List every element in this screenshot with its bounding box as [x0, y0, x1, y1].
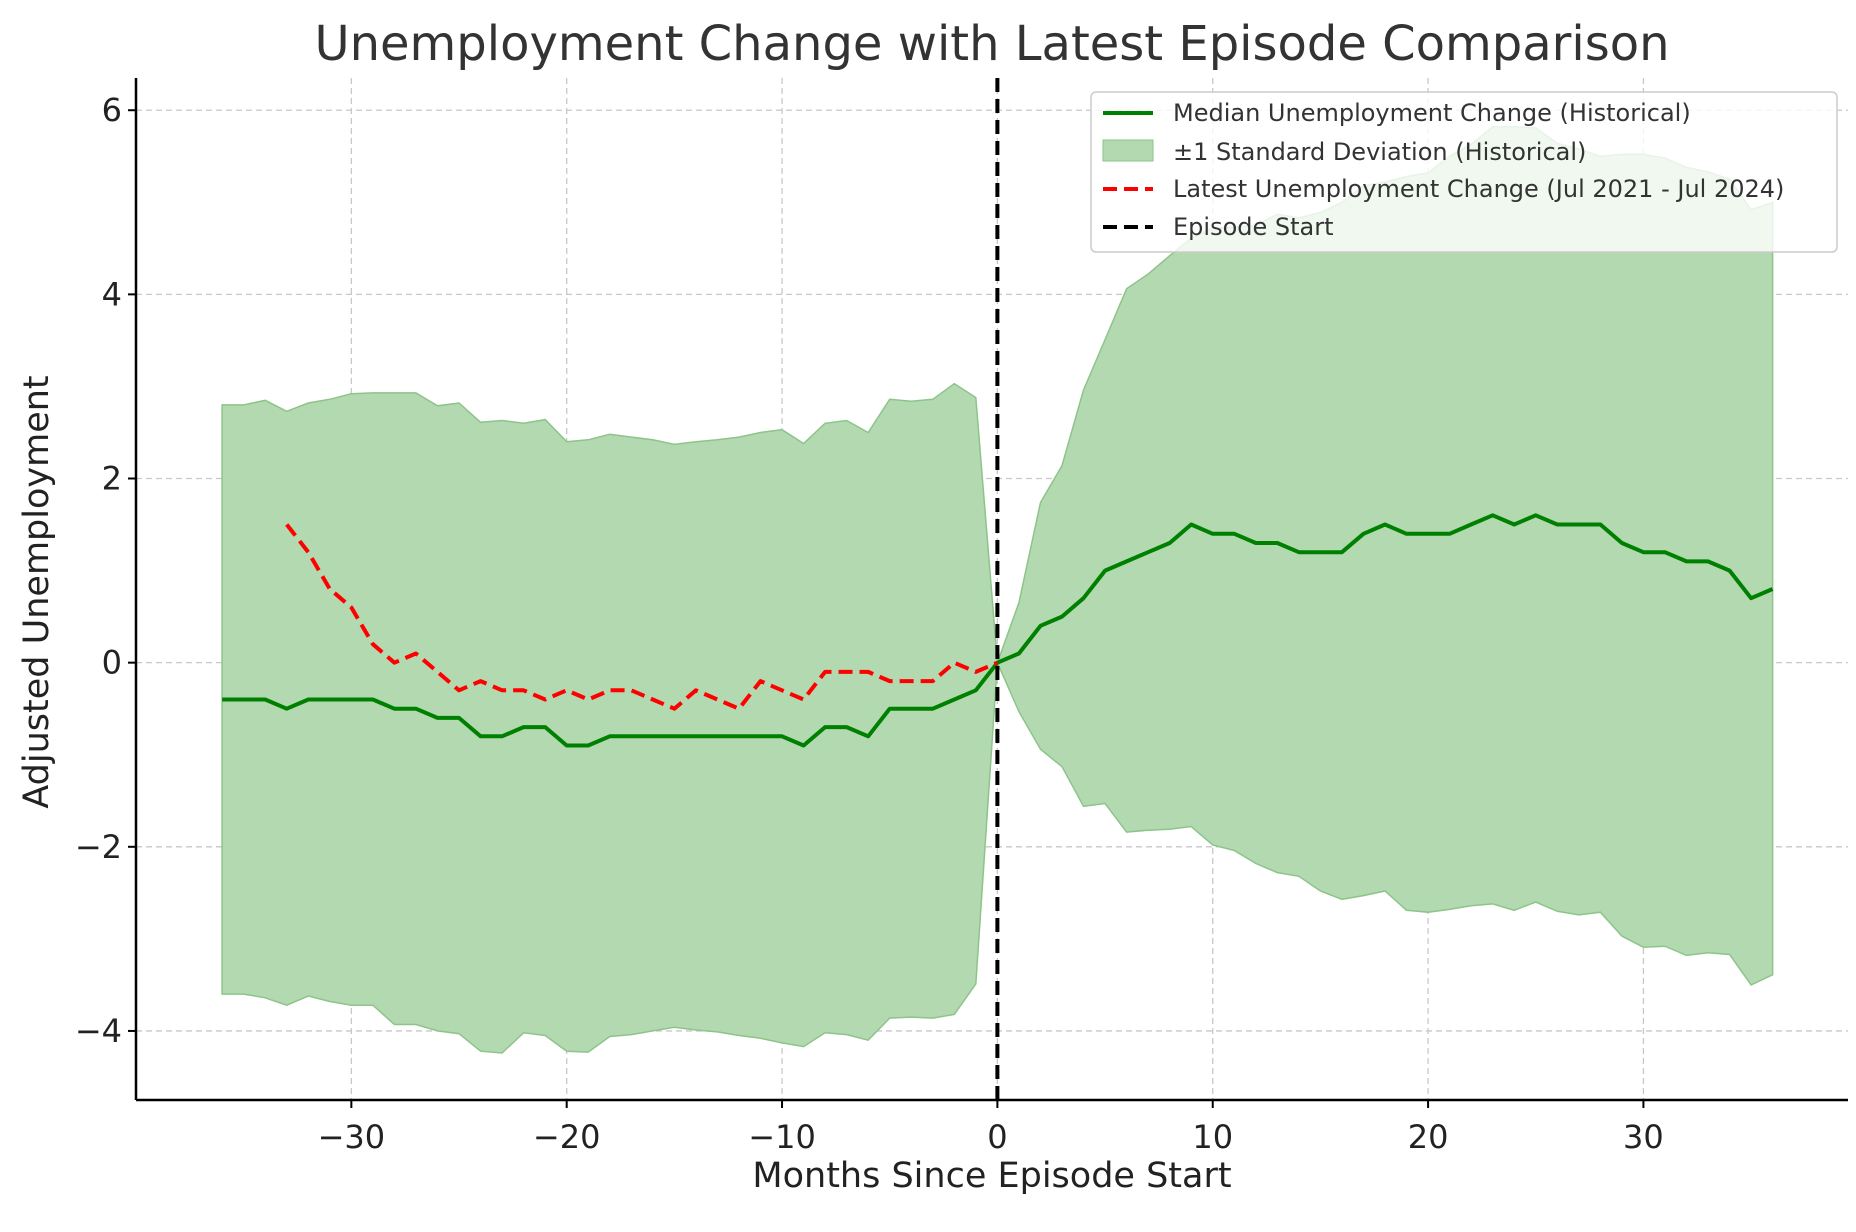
chart-title: Unemployment Change with Latest Episode …	[314, 16, 1669, 72]
x-tick-label-3: 0	[987, 1118, 1007, 1156]
legend-label-latest: Latest Unemployment Change (Jul 2021 - J…	[1173, 175, 1784, 203]
std-dev-band	[221, 126, 1774, 1054]
x-axis-title: Months Since Episode Start	[752, 1156, 1231, 1196]
latest-line	[285, 523, 999, 711]
x-tick-label-1: −20	[533, 1118, 601, 1156]
y-tick-label-1: −2	[75, 828, 122, 866]
legend: Median Unemployment Change (Historical) …	[1090, 91, 1838, 253]
legend-frame	[1090, 91, 1838, 253]
y-tick-label-5: 6	[102, 91, 122, 129]
y-tick-label-4: 4	[102, 275, 122, 313]
y-tick-label-3: 2	[102, 460, 122, 498]
axes	[128, 78, 1848, 1108]
x-tick-label-0: −30	[318, 1118, 386, 1156]
x-tick-label-2: −10	[748, 1118, 816, 1156]
band-layer	[221, 126, 1774, 1054]
legend-label-episode-start: Episode Start	[1173, 213, 1334, 241]
y-tick-label-2: 0	[102, 644, 122, 682]
x-tick-label-4: 10	[1192, 1118, 1233, 1156]
legend-label-band: ±1 Standard Deviation (Historical)	[1173, 138, 1586, 166]
x-tick-label-5: 20	[1408, 1118, 1449, 1156]
legend-swatch-band	[1102, 139, 1154, 162]
x-tick-label-6: 30	[1623, 1118, 1664, 1156]
y-tick-label-0: −4	[75, 1012, 122, 1050]
legend-label-median: Median Unemployment Change (Historical)	[1173, 99, 1691, 127]
lines-layer	[222, 78, 1774, 1100]
y-axis-title: Adjusted Unemployment	[17, 375, 57, 808]
